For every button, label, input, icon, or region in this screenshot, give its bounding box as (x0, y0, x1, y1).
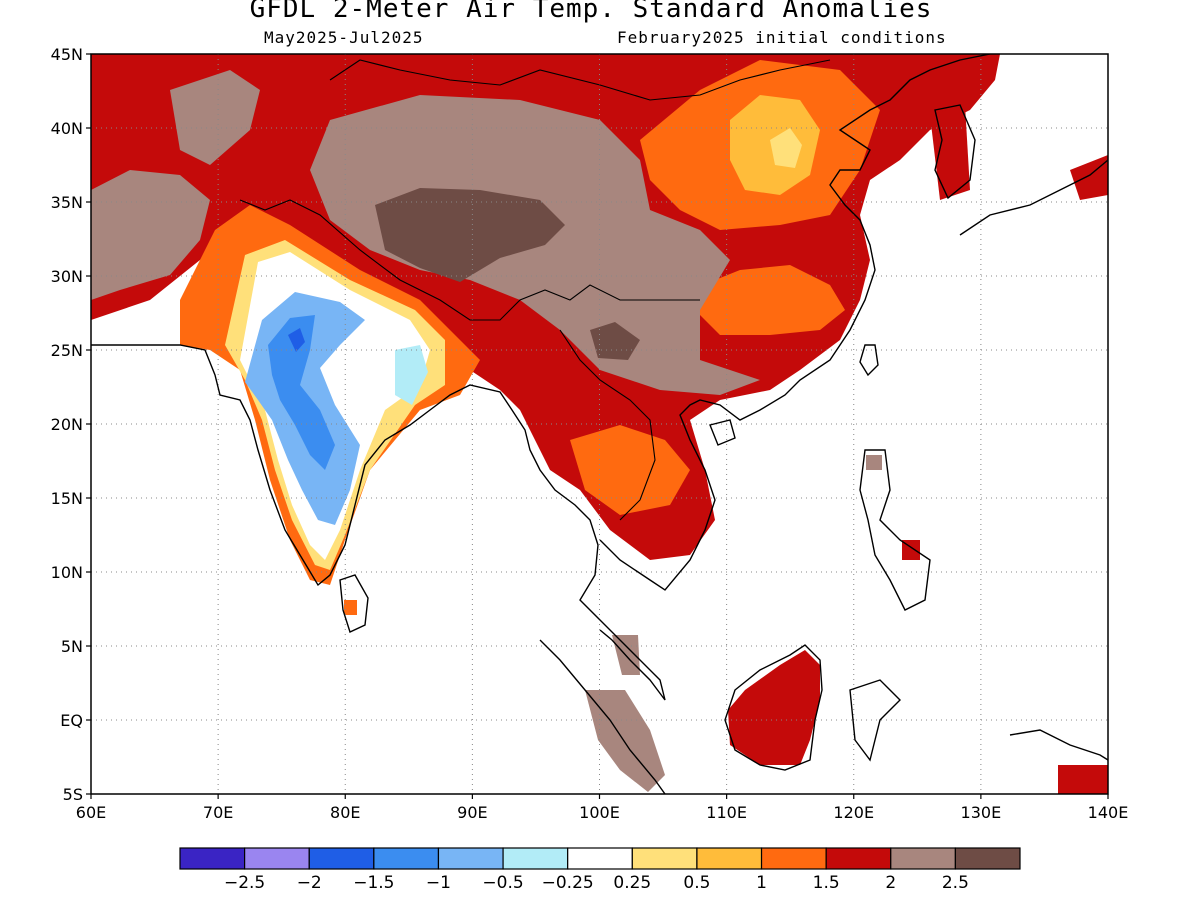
colorbar-swatch (631, 847, 698, 870)
lon-tick-label: 120E (833, 803, 874, 822)
coastline-new-guinea (1009, 729, 1108, 761)
anomaly-zone-east-china (690, 265, 845, 335)
anomaly-zone-north-china-peak (770, 128, 802, 168)
lon-tick-label: 80E (330, 803, 360, 822)
border-china-mongolia (329, 59, 831, 101)
anomaly-zone-indochina (570, 425, 690, 515)
forecast-period: May2025-Jul2025 (264, 28, 424, 47)
lat-tick-label: 35N (51, 193, 83, 212)
coastline-south-asia (91, 344, 666, 701)
lat-tick-label: 5N (61, 637, 83, 656)
anomaly-zone-new-guinea (1058, 765, 1108, 794)
initial-conditions: February2025 initial conditions (617, 28, 947, 47)
colorbar-label: 0.25 (613, 873, 651, 893)
anomaly-zone-tibet-core (375, 188, 565, 282)
lat-lon-grid (91, 54, 1108, 794)
lon-tick-label: 140E (1088, 803, 1129, 822)
coastline-hainan (709, 419, 736, 446)
lat-tick-label: 40N (51, 119, 83, 138)
colorbar-label: 1.5 (813, 873, 840, 893)
lat-tick-label: 20N (51, 415, 83, 434)
anomaly-zone-sri-lanka (344, 600, 357, 615)
lat-tick-label: 15N (51, 489, 83, 508)
anomaly-zone-pamir (170, 70, 260, 165)
coastline-korea (934, 104, 976, 200)
coastline-sri-lanka (339, 574, 369, 633)
anomaly-zone-india-coldest (288, 328, 305, 352)
coastline-sumatra (539, 639, 666, 794)
colorbar-swatch (308, 847, 375, 870)
border-indochina (559, 329, 656, 521)
colorbar-swatch (825, 847, 892, 870)
colorbar-label: −1 (426, 873, 451, 893)
colorbar-swatch (179, 847, 246, 870)
coastline-borneo (724, 644, 823, 771)
colorbar-swatch (502, 847, 569, 870)
anomaly-zone-luzon (866, 455, 882, 470)
coastline-japan (959, 159, 1108, 236)
lon-tick-label: 60E (76, 803, 106, 822)
anomaly-zone-west-asia (91, 170, 210, 300)
colorbar-swatch (954, 847, 1021, 870)
colorbar-label: −2.5 (224, 873, 265, 893)
lon-tick-label: 70E (203, 803, 233, 822)
coastline-taiwan (859, 344, 879, 377)
lon-tick-label: 90E (457, 803, 487, 822)
colorbar-label: 2.5 (942, 873, 969, 893)
coastline-philippines (859, 449, 931, 611)
colorbar-swatch (437, 847, 504, 870)
latitude-axis: 45N 40N 35N 30N 25N 20N 15N 10N 5N EQ 5S (51, 45, 91, 804)
lon-tick-label: 110E (706, 803, 747, 822)
map-title: GFDL 2-Meter Air Temp. Standard Anomalie… (249, 0, 933, 24)
anomaly-zone-sw-china-core (590, 322, 640, 360)
coastline-indochina (599, 54, 991, 591)
colorbar-swatch (373, 847, 440, 870)
border-india-china (239, 199, 700, 321)
anomaly-field (91, 54, 1108, 794)
colorbar-swatch (244, 847, 310, 870)
colorbar-swatch (567, 847, 633, 870)
colorbar-label: 2 (885, 873, 896, 893)
lon-tick-label: 100E (579, 803, 620, 822)
colorbar-swatch (760, 847, 827, 870)
coastlines (91, 54, 1108, 794)
lat-tick-label: 5S (63, 785, 83, 804)
lat-tick-label: EQ (60, 711, 83, 730)
colorbar-label: −1.5 (353, 873, 394, 893)
anomaly-zone-japan (1070, 155, 1108, 200)
lat-tick-label: 25N (51, 341, 83, 360)
colorbar-label: −0.25 (542, 873, 594, 893)
longitude-axis: 60E 70E 80E 90E 100E 110E 120E 130E 140E (76, 794, 1129, 822)
lat-tick-label: 45N (51, 45, 83, 64)
lat-tick-label: 10N (51, 563, 83, 582)
lat-tick-label: 30N (51, 267, 83, 286)
colorbar-label: 1 (756, 873, 767, 893)
anomaly-zone-sumatra (585, 690, 665, 792)
anomaly-zone-india-light-blue (395, 345, 428, 405)
lon-tick-label: 130E (961, 803, 1002, 822)
colorbar-label: −0.5 (482, 873, 523, 893)
colorbar-swatch (890, 847, 956, 870)
coastline-sulawesi (849, 679, 901, 762)
anomaly-zone-borneo (728, 650, 820, 765)
colorbar-legend: −2.5 −2 −1.5 −1 −0.5 −0.25 0.25 0.5 1 1.5 2 2.5 (179, 847, 1021, 893)
colorbar-label: −2 (297, 873, 322, 893)
colorbar-swatch (696, 847, 763, 870)
colorbar-label: 0.5 (683, 873, 710, 893)
anomaly-zone-india-colder (268, 315, 335, 470)
